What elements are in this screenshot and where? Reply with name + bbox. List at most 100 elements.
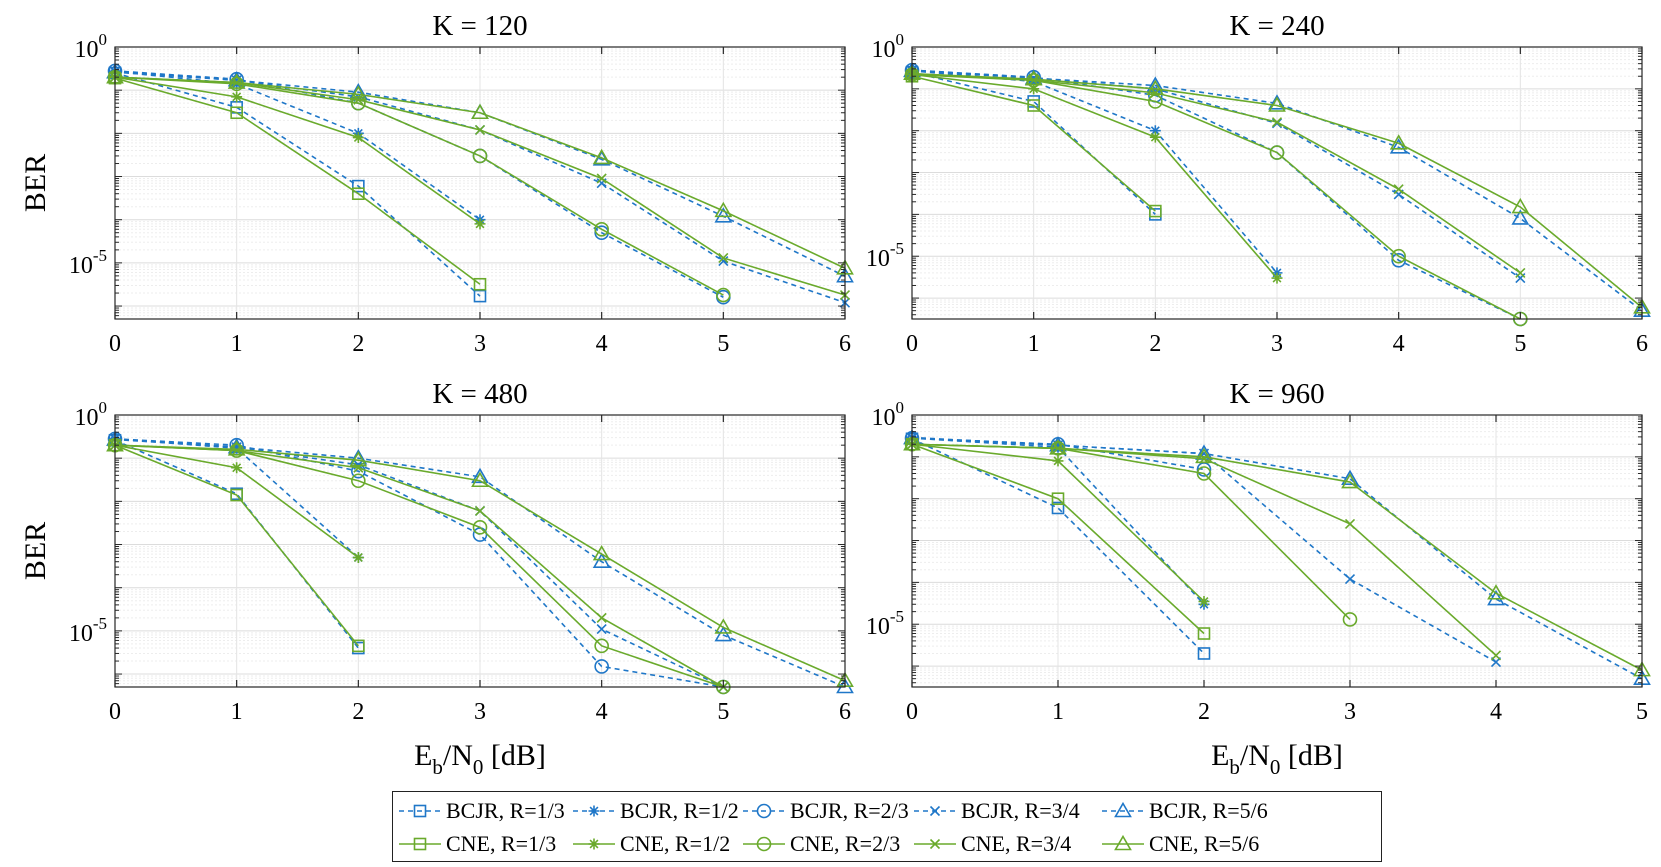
data-point <box>1049 439 1067 455</box>
series-line <box>911 443 1205 635</box>
legend-item: BCJR, R=1/2 <box>571 796 739 826</box>
x-tick-label: 1 <box>231 699 243 725</box>
legend-label: CNE, R=2/3 <box>790 831 901 856</box>
legend-item: CNE, R=1/3 <box>397 829 556 859</box>
data-point <box>714 625 733 642</box>
data-point <box>594 638 609 654</box>
data-point <box>1268 94 1286 110</box>
star-marker-icon <box>573 805 615 817</box>
x-tick-label: 6 <box>1636 331 1648 357</box>
y-tick-label: 10-5 <box>69 246 107 279</box>
x-tick-label: 1 <box>1052 699 1064 725</box>
y-tick-label: 100 <box>75 30 108 63</box>
legend-marker <box>756 803 772 819</box>
data-point <box>1271 118 1283 129</box>
data-point <box>594 221 609 237</box>
legend-item: BCJR, R=1/3 <box>397 796 565 826</box>
series-line <box>114 70 481 221</box>
series-line <box>114 70 724 298</box>
data-point <box>473 289 487 303</box>
chart-title: K = 120 <box>432 10 527 42</box>
data-point <box>1487 584 1505 600</box>
legend-item: CNE, R=3/4 <box>912 829 1071 859</box>
legend-item: BCJR, R=5/6 <box>1100 796 1268 826</box>
x-tick-label: 4 <box>1490 699 1502 725</box>
series-line <box>114 76 724 296</box>
series-line <box>114 444 724 688</box>
x-marker-icon <box>914 838 956 850</box>
data-point <box>596 624 607 635</box>
x-tick-label: 2 <box>1149 331 1161 357</box>
legend-item: CNE, R=5/6 <box>1100 829 1259 859</box>
legend-label: BCJR, R=1/2 <box>620 798 739 823</box>
data-point <box>351 473 366 489</box>
data-point <box>1024 70 1043 86</box>
data-point <box>1341 469 1359 486</box>
data-point <box>718 252 729 264</box>
x-tick-label: 0 <box>109 699 121 725</box>
y-tick-label: 10-5 <box>69 614 107 647</box>
data-point <box>1197 647 1211 660</box>
data-point <box>473 277 487 291</box>
data-point <box>231 462 243 474</box>
series-line <box>911 69 1643 312</box>
data-point <box>1511 197 1530 214</box>
legend-marker <box>588 805 600 817</box>
series-line <box>114 77 481 285</box>
star-marker-icon <box>573 838 615 850</box>
legend-item: CNE, R=2/3 <box>741 829 900 859</box>
data-point <box>1490 650 1502 661</box>
data-point <box>592 148 611 165</box>
x-tick-label: 4 <box>596 699 608 725</box>
data-point <box>592 552 611 569</box>
x-tick-label: 3 <box>474 331 486 357</box>
data-point <box>349 83 368 99</box>
data-point <box>230 488 243 502</box>
series-line <box>114 72 481 297</box>
series-line <box>911 69 1521 320</box>
legend-label: BCJR, R=5/6 <box>1149 798 1268 823</box>
circle-marker-icon <box>743 803 785 819</box>
series-cne-triangle <box>106 68 854 275</box>
data-point <box>716 287 731 303</box>
triangle-marker-icon <box>1102 801 1144 818</box>
x-tick-label: 4 <box>1393 331 1405 357</box>
x-tick-label: 3 <box>474 699 486 725</box>
x-axis-label: Eb/N0 [dB] <box>1211 739 1343 779</box>
data-point <box>596 173 607 184</box>
data-point <box>227 73 246 89</box>
series-line <box>911 69 1278 274</box>
circle-marker-icon <box>743 836 785 852</box>
chart-title: K = 960 <box>1229 378 1324 410</box>
y-axis-label: BER <box>19 154 52 212</box>
y-axis-label: BER <box>19 522 52 580</box>
data-point <box>714 201 733 218</box>
legend-marker <box>1114 801 1132 818</box>
y-tick-label: 100 <box>872 30 905 63</box>
legend-marker <box>929 805 941 817</box>
data-point <box>1027 99 1040 112</box>
x-tick-label: 2 <box>1198 699 1210 725</box>
data-point <box>1198 595 1210 607</box>
chart-panel-1: 0 1 2 3 4 5 6 100 10-5 K = 120 BER <box>19 10 854 357</box>
data-point <box>471 103 489 120</box>
data-point <box>351 95 366 111</box>
chart-panel-4: 0 1 2 3 4 5 100 10-5 K = 960 Eb/N0 [dB] <box>866 378 1651 779</box>
square-marker-icon <box>399 804 441 818</box>
data-point <box>592 545 611 561</box>
axes-box <box>911 414 1643 688</box>
x-tick-label: 2 <box>352 699 364 725</box>
legend-marker <box>413 804 427 818</box>
legend-label: CNE, R=1/3 <box>446 831 557 856</box>
data-point <box>353 462 364 473</box>
data-point <box>230 106 243 120</box>
legend-label: CNE, R=5/6 <box>1149 831 1260 856</box>
data-point <box>1271 117 1283 128</box>
triangle-marker-icon <box>1102 834 1144 851</box>
data-point <box>1269 145 1285 160</box>
x-tick-label: 5 <box>717 699 729 725</box>
x-tick-label: 2 <box>352 331 364 357</box>
data-point <box>352 639 365 653</box>
series-line <box>911 72 1643 308</box>
x-tick-label: 5 <box>717 331 729 357</box>
